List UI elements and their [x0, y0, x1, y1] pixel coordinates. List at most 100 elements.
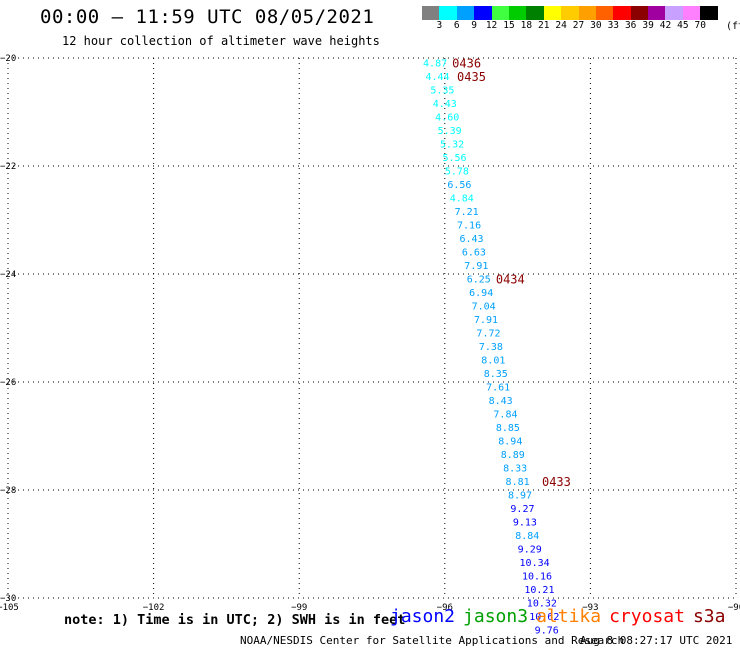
swh-value-label: 4.43	[433, 99, 457, 110]
color-scale-label: 27	[572, 20, 585, 31]
color-scale-label: 12	[485, 20, 498, 31]
chart-subtitle: 12 hour collection of altimeter wave hei…	[62, 34, 380, 48]
footnote: note: 1) Time is in UTC; 2) SWH is in fe…	[64, 612, 406, 628]
swh-value-label: 8.94	[498, 436, 522, 447]
swh-value-label: 10.34	[520, 558, 550, 569]
swh-value-label: 9.13	[513, 517, 537, 528]
swh-value-label: 8.97	[508, 490, 532, 501]
x-tick-label: −90	[728, 603, 740, 613]
swh-value-label: 4.84	[450, 193, 474, 204]
generated-timestamp: Aug 8 08:27:17 UTC 2021	[580, 634, 733, 647]
swh-value-label: 7.21	[455, 207, 479, 218]
swh-value-label: 5.78	[445, 166, 469, 177]
credit-text: NOAA/NESDIS Center for Satellite Applica…	[240, 634, 625, 647]
color-scale-label: 36	[624, 20, 637, 31]
mission-label-cryosat: cryosat	[609, 606, 685, 627]
color-swatch	[526, 6, 544, 20]
swh-value-label: 8.81	[506, 477, 530, 488]
swh-value-label: 4.87	[423, 58, 447, 69]
swh-value-label: 10.16	[522, 571, 552, 582]
mission-legend: jason2 jason3 altika cryosat s3a	[390, 606, 733, 627]
swh-value-label: 7.72	[476, 328, 500, 339]
swh-value-label: 8.33	[503, 463, 527, 474]
color-swatch	[456, 6, 475, 20]
mission-label-s3a: s3a	[692, 606, 726, 627]
color-swatch	[508, 6, 527, 20]
swh-value-label: 6.56	[447, 180, 471, 191]
swh-value-label: 6.25	[467, 274, 491, 285]
color-scale-label: 30	[590, 20, 602, 31]
color-scale-label: 3	[436, 20, 443, 31]
color-swatch	[700, 6, 718, 20]
swh-value-label: 6.63	[462, 247, 486, 258]
pass-time-label: 0435	[457, 70, 486, 84]
pass-time-label: 0434	[496, 272, 525, 286]
x-tick-label: −105	[0, 603, 19, 613]
color-scale-label: 45	[677, 20, 689, 31]
color-scale-label: 24	[555, 20, 567, 31]
swh-value-label: 9.76	[535, 625, 559, 636]
swh-value-label: 10.62	[529, 612, 559, 623]
swh-value-label: 8.89	[501, 450, 525, 461]
x-tick-label: −102	[143, 603, 165, 613]
pass-time-label: 0436	[452, 56, 481, 70]
color-swatch	[682, 6, 701, 20]
swh-value-label: 8.01	[481, 355, 505, 366]
color-scale-unit: (ft)	[726, 21, 740, 32]
y-tick-label: −30	[0, 594, 16, 604]
color-swatch	[561, 6, 579, 20]
swh-value-label: 10.21	[524, 585, 554, 596]
y-tick-label: −28	[0, 486, 16, 496]
swh-value-label: 7.16	[457, 220, 481, 231]
swh-value-label: 5.35	[430, 85, 454, 96]
color-scale-label: 70	[694, 20, 706, 31]
swh-value-label: 5.39	[438, 126, 462, 137]
color-swatch	[578, 6, 596, 20]
mission-label-altika: altika	[536, 606, 602, 627]
x-tick-label: −99	[291, 603, 307, 613]
swh-value-label: 7.38	[479, 342, 503, 353]
y-tick-label: −26	[0, 378, 16, 388]
color-swatch	[648, 6, 666, 20]
swh-value-label: 9.27	[510, 504, 534, 515]
color-scale-label: 33	[607, 20, 620, 31]
color-swatch	[422, 6, 440, 20]
color-swatch	[474, 6, 492, 20]
color-swatch	[439, 6, 457, 20]
swh-value-label: 4.60	[435, 112, 459, 123]
color-scale-label: 18	[520, 20, 533, 31]
color-swatch	[630, 6, 649, 20]
color-swatch	[613, 6, 631, 20]
swh-value-label: 9.29	[518, 544, 542, 555]
swh-value-label: 7.61	[486, 382, 510, 393]
color-scale-swatches	[422, 6, 718, 20]
swh-value-label: 7.91	[474, 315, 498, 326]
color-scale-labels: 3 6 9 12 15 18 21 24 27 30 33 36 39 42 45 70	[422, 20, 718, 31]
color-scale-label: 21	[538, 20, 550, 31]
color-swatch	[665, 6, 683, 20]
x-tick-label: −93	[582, 603, 598, 613]
swh-value-label: 8.43	[489, 396, 513, 407]
color-scale-label: 6	[453, 20, 460, 31]
swh-value-label: 6.94	[469, 288, 493, 299]
color-scale-label: 39	[642, 20, 654, 31]
y-tick-label: −20	[0, 54, 16, 64]
chart-title: 00:00 – 11:59 UTC 08/05/2021	[40, 6, 375, 28]
color-scale-label: 42	[659, 20, 672, 31]
color-swatch	[491, 6, 509, 20]
swh-value-label: 7.84	[493, 409, 517, 420]
swh-value-label: 4.44	[425, 72, 449, 83]
y-tick-label: −24	[0, 270, 16, 280]
swh-value-label: 8.35	[484, 369, 508, 380]
color-swatch	[543, 6, 562, 20]
x-tick-label: −96	[437, 603, 453, 613]
mission-label-jason2: jason2	[390, 606, 456, 627]
color-swatch	[595, 6, 614, 20]
swh-value-label: 5.32	[440, 139, 464, 150]
pass-time-label: 0433	[542, 475, 571, 489]
color-scale-label: 9	[471, 20, 478, 31]
y-tick-label: −22	[0, 162, 16, 172]
